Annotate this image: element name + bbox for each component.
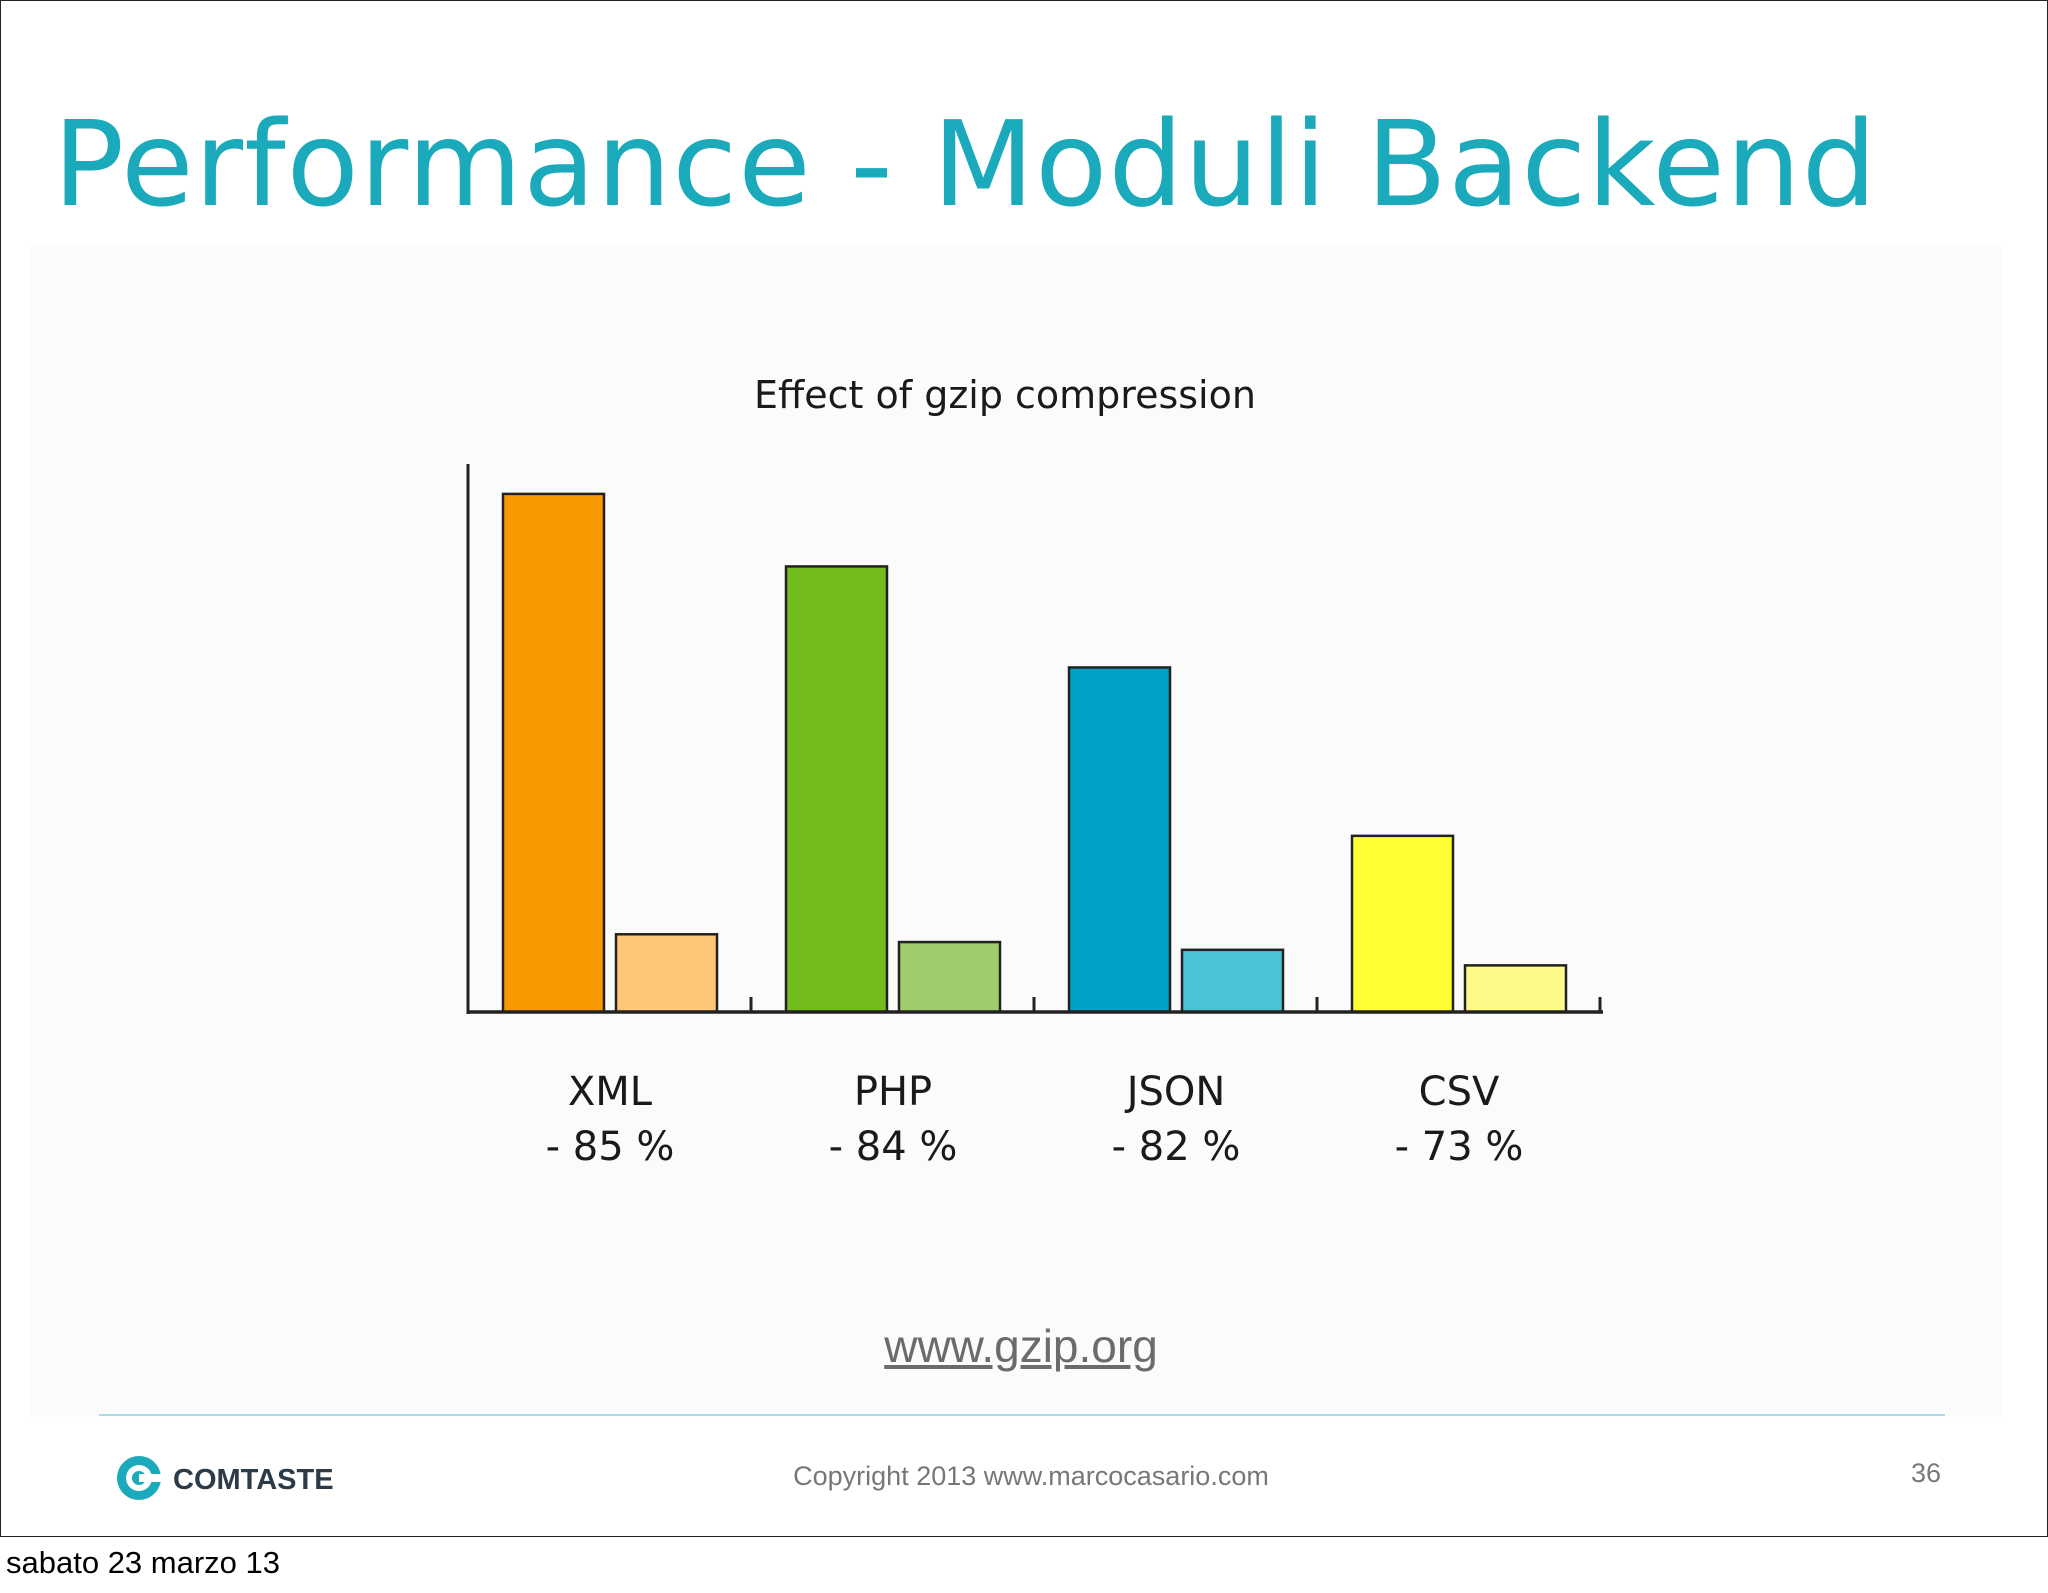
x-sublabel-json: - 82 %: [1112, 1124, 1241, 1170]
chart-title: Effect of gzip compression: [754, 373, 1256, 417]
comtaste-logo-icon: [117, 1456, 163, 1500]
x-sublabel-csv: - 73 %: [1395, 1124, 1524, 1170]
bar-php-original: [784, 565, 889, 1014]
x-sublabel-xml: - 85 %: [546, 1124, 675, 1170]
presentation-date: sabato 23 marzo 13: [6, 1545, 281, 1580]
comtaste-brand-text: COMTASTE: [173, 1464, 334, 1496]
gzip-org-link[interactable]: www.gzip.org: [884, 1320, 1158, 1372]
footer-divider: [99, 1414, 1945, 1416]
gzip-compression-chart: Effect of gzip compression XML - 85 % PHP - …: [466, 373, 1603, 1170]
chart-area: [29, 245, 2003, 1417]
bar-csv-gzip: [1463, 964, 1568, 1014]
copyright-text: Copyright 2013 www.marcocasario.com: [793, 1461, 1269, 1491]
x-tick-label-csv: CSV: [1419, 1069, 1500, 1115]
x-tick-label-php: PHP: [854, 1069, 932, 1115]
slide: Performance - Moduli Backend Effect of g…: [0, 0, 2048, 1537]
bar-xml-original: [501, 492, 606, 1014]
x-tick-label-json: JSON: [1124, 1069, 1226, 1115]
bar-php-gzip: [897, 940, 1002, 1014]
slide-title: Performance - Moduli Backend: [53, 95, 1878, 233]
page-number: 36: [1910, 1458, 1941, 1488]
bar-json-original: [1067, 666, 1172, 1014]
x-tick-label-xml: XML: [568, 1069, 653, 1115]
x-sublabel-php: - 84 %: [829, 1124, 958, 1170]
bar-csv-original: [1350, 834, 1455, 1014]
comtaste-logo: COMTASTE: [113, 1450, 334, 1510]
bar-json-gzip: [1180, 948, 1285, 1014]
bar-xml-gzip: [614, 933, 719, 1014]
